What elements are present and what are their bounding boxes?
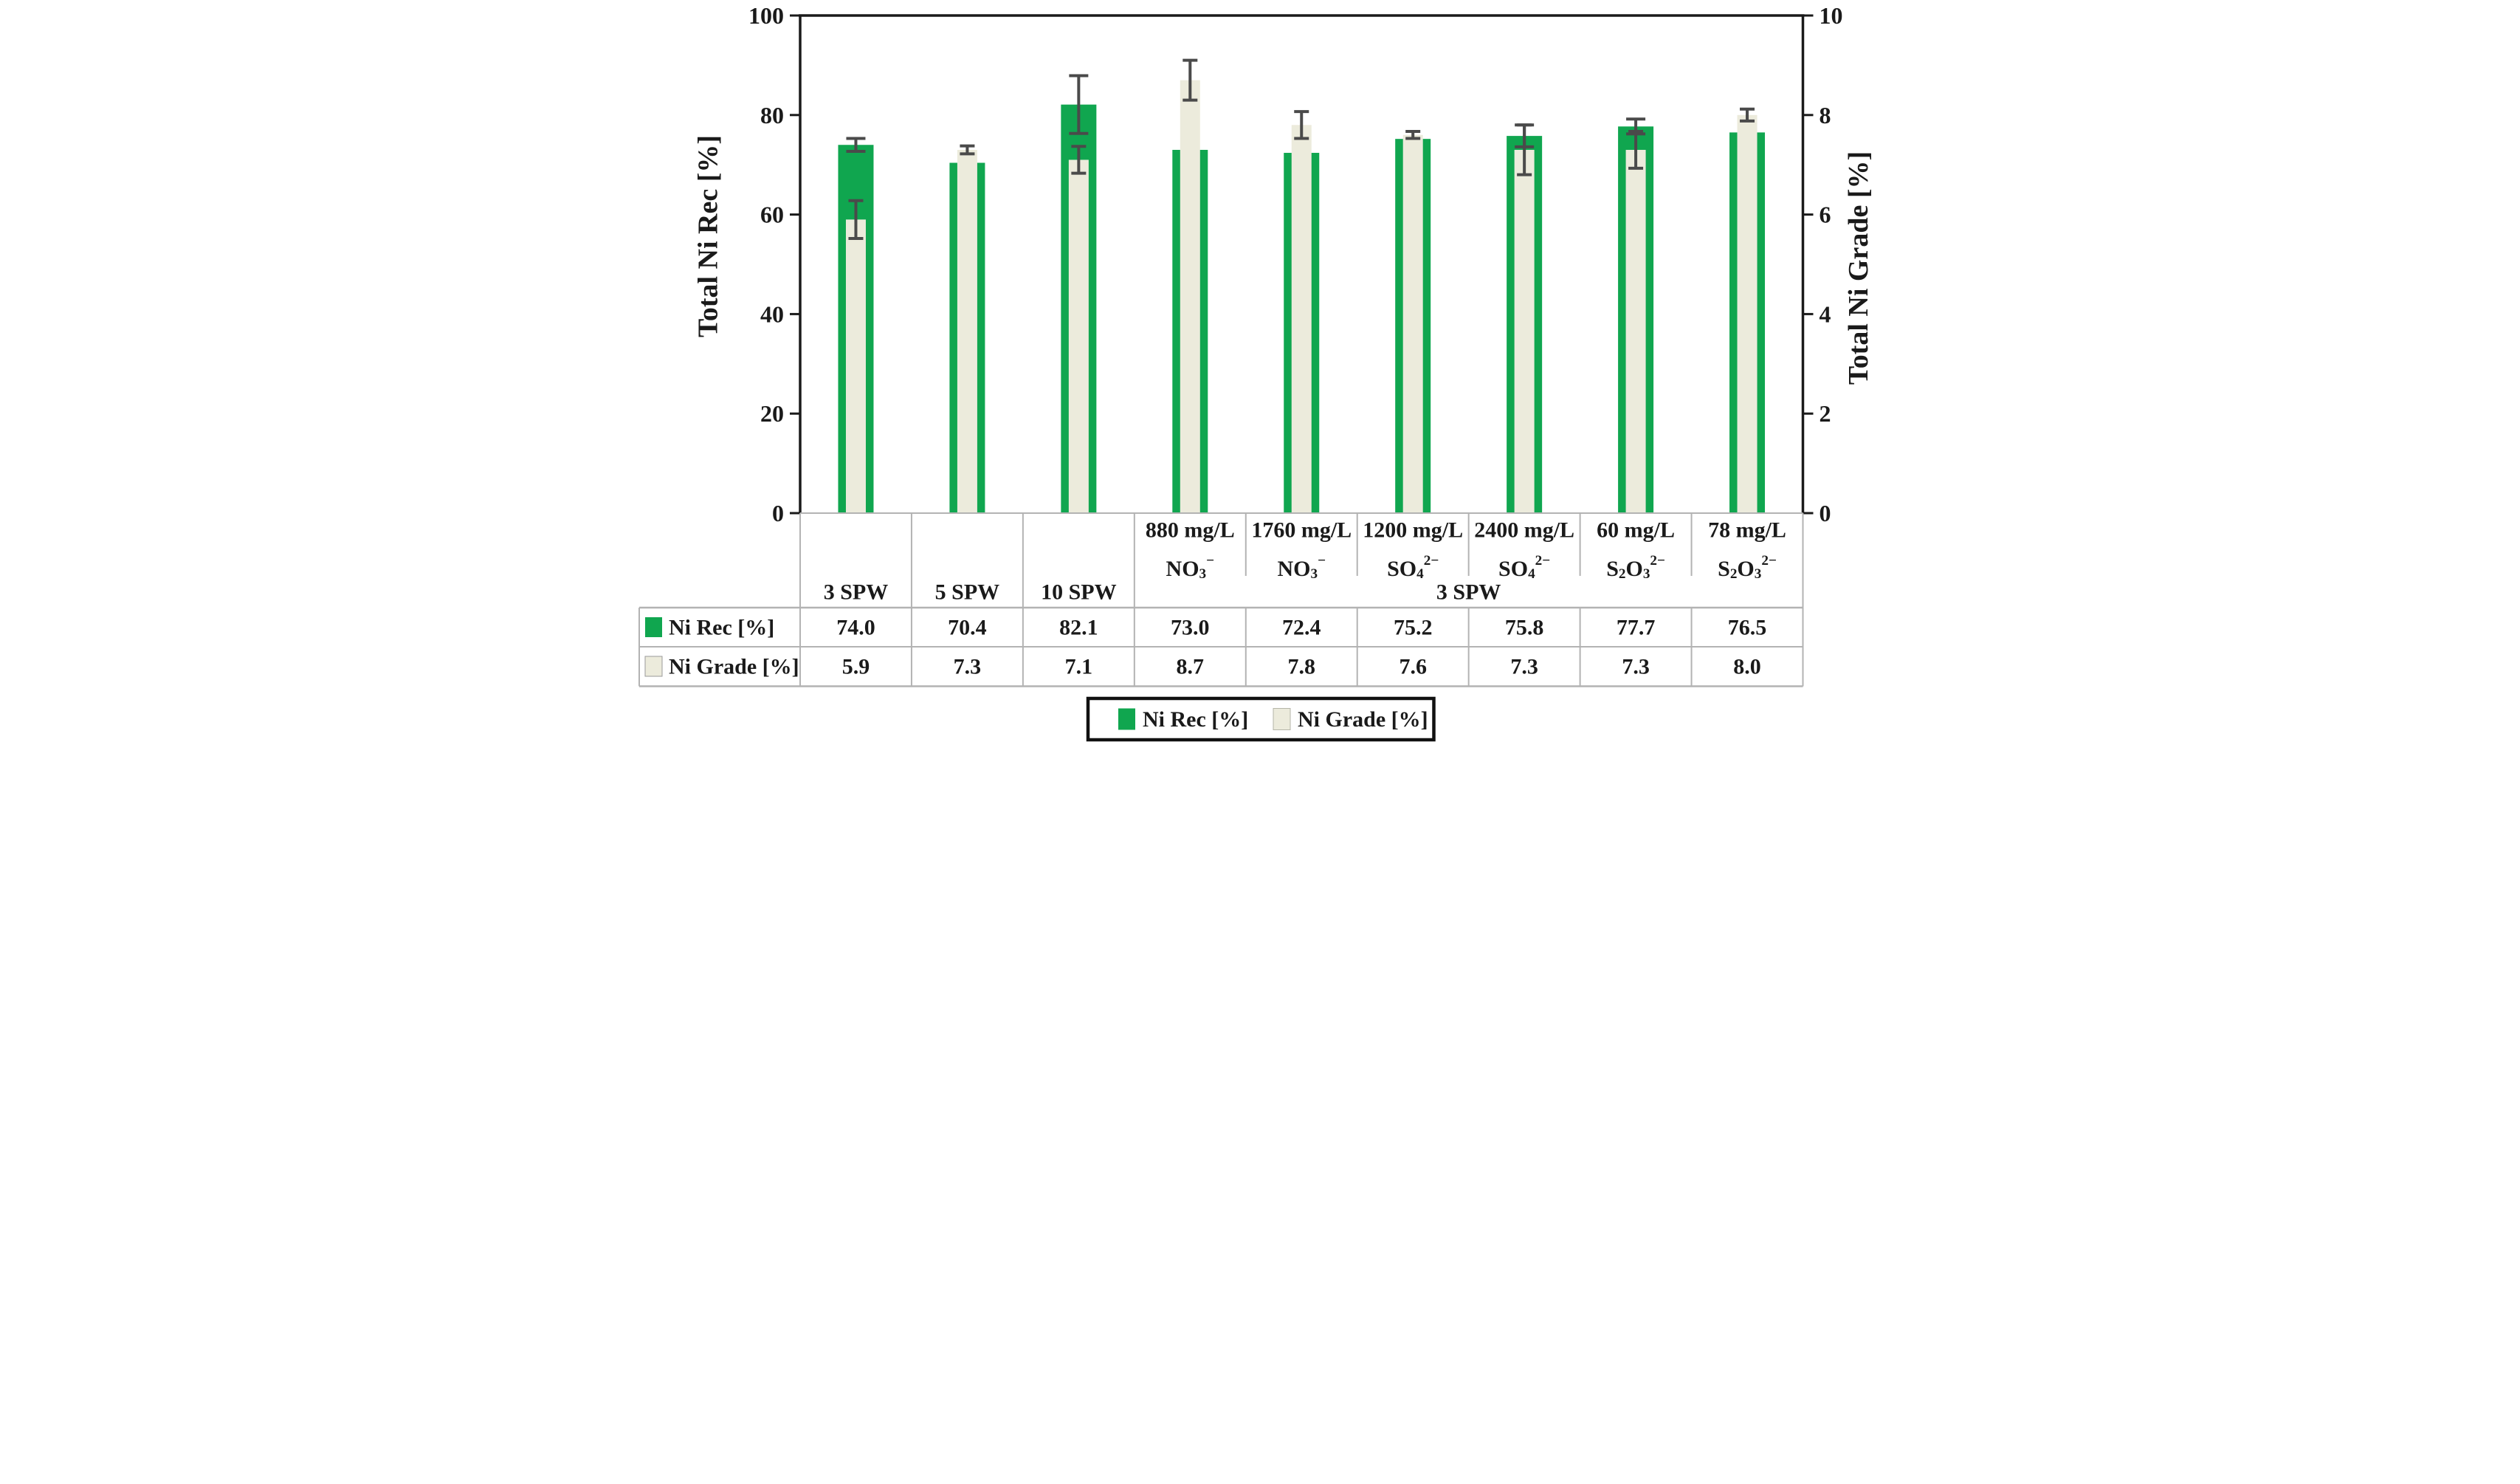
category-ion-label: NO3−	[1277, 553, 1326, 582]
table-cell-value: 8.7	[1176, 654, 1204, 679]
category-ion-label: SO42−	[1387, 553, 1439, 582]
category-ion-label: S2O32−	[1718, 553, 1777, 582]
table-cell-value: 77.7	[1616, 615, 1655, 639]
table-cell-value: 7.8	[1287, 654, 1315, 679]
left-axis-tick-label: 20	[760, 400, 784, 427]
figure: 0 20 40 60 80 100 0 2 4 6 8 10 880 mg/L NO3− 1760 mg/…	[630, 0, 1890, 742]
table-cell-value: 7.1	[1064, 654, 1092, 679]
table-row-header: Ni Rec [%]	[669, 615, 774, 639]
table-cell-value: 8.0	[1733, 654, 1761, 679]
ni-rec-grade-dual-axis-bar-chart: 0 20 40 60 80 100 0 2 4 6 8 10 880 mg/L NO3− 1760 mg/…	[638, 2, 1874, 742]
table-row-swatch	[644, 656, 662, 677]
category-spw-label: 3 SPW	[823, 580, 888, 604]
table-cell-value: 70.4	[948, 615, 987, 639]
table-cell-value: 72.4	[1282, 615, 1321, 639]
table-row-swatch	[644, 617, 662, 637]
left-axis-tick-label: 60	[760, 202, 784, 228]
left-axis-tick-label: 0	[772, 500, 784, 526]
left-axis-tick-label: 40	[760, 300, 784, 327]
right-axis-tick-label: 2	[1819, 400, 1831, 427]
category-spw-label: 5 SPW	[934, 580, 999, 604]
table-cell-value: 74.0	[836, 615, 875, 639]
legend-label: Ni Rec [%]	[1143, 707, 1248, 732]
right-axis-tick-label: 0	[1819, 500, 1831, 526]
right-axis-tick-label: 4	[1819, 300, 1831, 327]
category-ion-label: NO3−	[1166, 553, 1214, 582]
legend-swatch	[1273, 708, 1290, 730]
category-spw-label: 10 SPW	[1041, 580, 1117, 604]
legend-layer: Ni Rec [%] Ni Grade [%]	[1086, 696, 1436, 742]
table-cell-value: 76.5	[1727, 615, 1766, 639]
bar-ni-grade	[957, 149, 977, 514]
legend-box	[1086, 696, 1436, 742]
table-cell-value: 82.1	[1059, 615, 1098, 639]
category-ion-label: SO42−	[1498, 553, 1550, 582]
category-dose-label: 78 mg/L	[1708, 518, 1786, 542]
category-dose-label: 1200 mg/L	[1363, 518, 1463, 542]
table-cell-value: 7.3	[1622, 654, 1650, 679]
bar-ni-grade	[1514, 149, 1535, 514]
category-dose-label: 2400 mg/L	[1474, 518, 1574, 542]
bars-layer	[837, 80, 1765, 514]
category-band-layer: 880 mg/L NO3− 1760 mg/L NO3− 1200 mg/L SO42− 2…	[799, 512, 1803, 687]
bar-ni-grade	[1402, 134, 1423, 513]
category-dose-label: 1760 mg/L	[1251, 518, 1352, 542]
category-dose-label: 60 mg/L	[1597, 518, 1675, 542]
table-cell-value: 75.2	[1393, 615, 1432, 639]
category-dose-label: 880 mg/L	[1145, 518, 1234, 542]
category-merged-spw-label: 3 SPW	[1436, 580, 1501, 604]
bar-ni-grade	[1180, 80, 1200, 514]
legend-swatch	[1118, 708, 1135, 730]
bar-ni-grade	[1625, 149, 1646, 514]
table-cell-value: 7.3	[1510, 654, 1538, 679]
bar-ni-grade	[845, 219, 866, 513]
table-cell-value: 7.6	[1399, 654, 1427, 679]
table-cell-value: 75.8	[1504, 615, 1543, 639]
bar-ni-grade	[1291, 125, 1312, 513]
category-ion-label: S2O32−	[1606, 553, 1665, 582]
right-axis-tick-label: 10	[1819, 2, 1842, 29]
table-cell-value: 7.3	[953, 654, 981, 679]
data-table-layer: Ni Rec [%] 74.0 70.4 82.1 73.0 72.4 75.2 75.8 77…	[638, 606, 1803, 687]
error-bars-layer	[845, 58, 1755, 240]
axes-layer: 0 20 40 60 80 100 0 2 4 6 8 10	[748, 2, 1843, 526]
left-axis-tick-label: 100	[748, 2, 784, 29]
bar-ni-grade	[1068, 159, 1089, 513]
table-row-header: Ni Grade [%]	[669, 654, 799, 679]
left-axis-tick-label: 80	[760, 102, 784, 128]
bar-ni-grade	[1737, 114, 1758, 514]
table-cell-value: 5.9	[841, 654, 870, 679]
right-axis-title: Total Ni Grade [%]	[1843, 151, 1874, 385]
right-axis-tick-label: 6	[1819, 202, 1831, 228]
right-axis-tick-label: 8	[1819, 102, 1831, 128]
left-axis-title: Total Ni Rec [%]	[692, 135, 723, 337]
table-cell-value: 73.0	[1171, 615, 1210, 639]
legend-label: Ni Grade [%]	[1298, 707, 1428, 732]
